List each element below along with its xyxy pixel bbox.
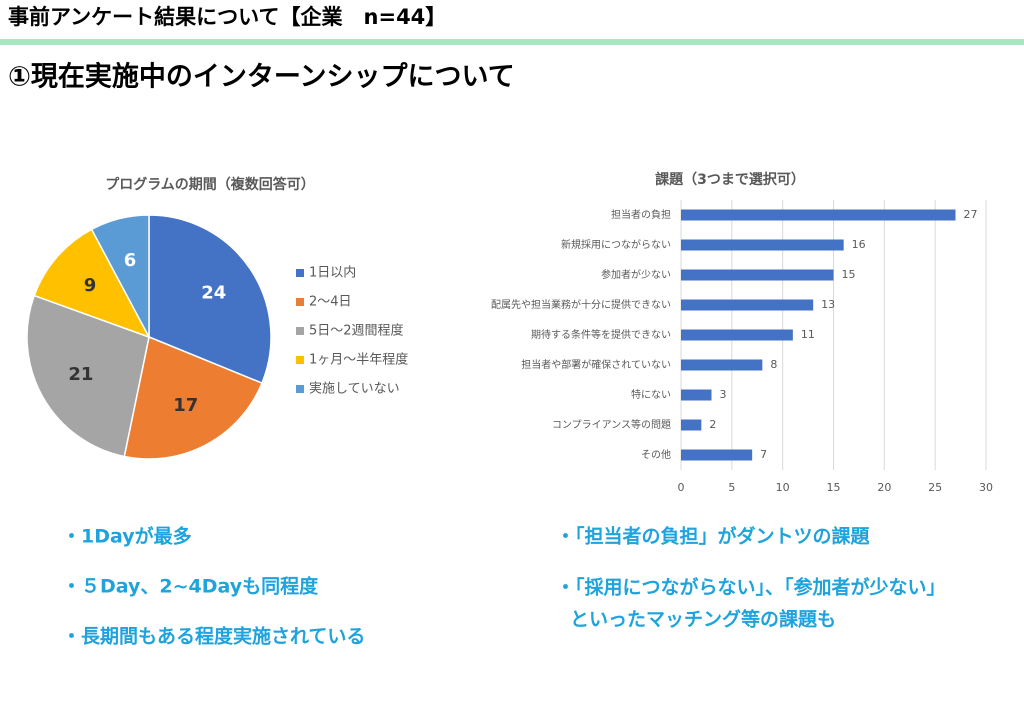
data-label: 17 — [173, 395, 198, 416]
category-label: 担当者や部署が確保されていない — [521, 358, 671, 371]
legend-label: 2～4日 — [309, 295, 352, 310]
note: ・５Day、2~4Dayも同程度 — [62, 575, 319, 598]
data-label: 13 — [821, 298, 835, 311]
notes: ・1Dayが最多 ・５Day、2~4Dayも同程度 ・長期間もある程度実施されて… — [62, 525, 946, 648]
pie-slice — [26, 294, 150, 458]
category-label: 担当者の負担 — [611, 208, 671, 221]
bar-title: 課題（3つまで選択可） — [655, 171, 805, 188]
slide-title: 事前アンケート結果について【企業 n=44】 — [8, 5, 446, 29]
note: ・「採用につながらない」、「参加者が少ない」 — [556, 576, 946, 599]
category-label: 参加者が少ない — [601, 268, 671, 281]
bar — [681, 209, 956, 221]
legend-swatch — [296, 298, 304, 306]
legend-swatch — [296, 385, 304, 393]
pie-slice — [123, 335, 263, 460]
data-label: 6 — [124, 250, 137, 271]
bar — [681, 419, 702, 431]
legend-label: 5日～2週間程度 — [309, 323, 404, 339]
pie-title: プログラムの期間（複数回答可） — [105, 176, 315, 193]
data-label: 27 — [964, 208, 978, 221]
category-label: 特にない — [631, 389, 671, 401]
bar — [681, 389, 712, 401]
x-tick-label: 0 — [678, 481, 685, 494]
x-tick-label: 30 — [979, 481, 993, 494]
note: ・1Dayが最多 — [62, 525, 192, 548]
data-label: 15 — [842, 268, 856, 281]
bar — [681, 449, 753, 461]
legend-label: 実施していない — [309, 381, 400, 397]
category-label: 配属先や担当業務が十分に提供できない — [491, 298, 671, 311]
bar — [681, 299, 814, 311]
data-label: 2 — [709, 418, 716, 431]
data-label: 7 — [760, 448, 767, 461]
legend-swatch — [296, 356, 304, 364]
x-tick-label: 10 — [776, 481, 790, 494]
bar — [681, 269, 834, 281]
legend-label: 1ヶ月～半年程度 — [309, 352, 408, 368]
bar — [681, 329, 793, 341]
data-label: 11 — [801, 328, 815, 341]
title-rule — [0, 39, 1024, 45]
category-label: 新規採用につながらない — [561, 238, 671, 251]
x-tick-label: 15 — [827, 481, 841, 494]
legend-swatch — [296, 269, 304, 277]
note: ・「担当者の負担」がダントツの課題 — [556, 525, 871, 548]
x-tick-label: 25 — [928, 481, 942, 494]
category-label: コンプライアンス等の問題 — [552, 418, 671, 431]
pie-slice — [148, 214, 272, 385]
data-label: 8 — [770, 358, 777, 371]
bar — [681, 239, 844, 251]
data-label: 3 — [720, 388, 727, 401]
pie-slice — [90, 214, 150, 338]
x-tick-label: 20 — [877, 481, 891, 494]
data-label: 21 — [68, 364, 93, 385]
section-title: ①現在実施中のインターンシップについて — [8, 61, 515, 93]
x-tick-label: 5 — [728, 481, 735, 494]
category-label: その他 — [641, 448, 671, 461]
note: ・長期間もある程度実施されている — [62, 625, 365, 648]
data-label: 24 — [201, 282, 226, 303]
note: といったマッチング等の課題も — [570, 608, 836, 631]
bar — [681, 359, 763, 371]
category-label: 期待する条件等を提供できない — [531, 328, 671, 341]
data-label: 9 — [84, 275, 97, 296]
pie-slice — [33, 228, 151, 339]
data-label: 16 — [852, 238, 866, 251]
legend-label: 1日以内 — [309, 265, 356, 281]
legend-swatch — [296, 327, 304, 335]
